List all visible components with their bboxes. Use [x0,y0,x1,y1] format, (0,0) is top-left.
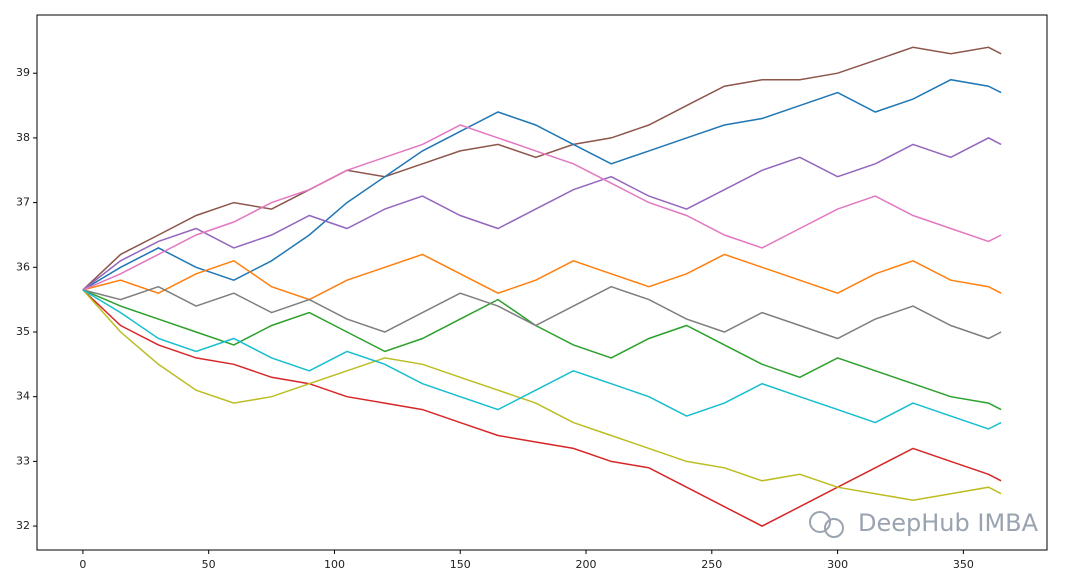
y-tick-label: 35 [16,325,30,338]
watermark-icon [824,518,844,538]
x-tick-label: 200 [576,558,597,571]
x-tick-label: 150 [450,558,471,571]
y-tick-label: 33 [16,454,30,467]
series-line [82,124,1002,291]
watermark-icon [809,511,831,533]
series-line [82,285,1002,340]
y-tick-label: 39 [16,66,30,79]
x-tick-label: 50 [202,558,216,571]
series-line [82,289,1002,527]
x-tick-label: 0 [79,558,86,571]
series-line [82,78,1002,291]
series-line [82,137,1002,291]
y-tick-label: 34 [16,390,30,403]
watermark-group: DeepHub IMBA [809,509,1039,538]
y-tick-label: 32 [16,519,30,532]
x-tick-label: 300 [827,558,848,571]
watermark: DeepHub IMBA [858,509,1039,537]
series-line [82,289,1002,430]
x-tick-label: 250 [701,558,722,571]
plot-area [82,46,1002,527]
series-line [82,289,1002,501]
y-tick-label: 36 [16,260,30,273]
x-tick-label: 100 [324,558,345,571]
axes-frame [36,14,1048,551]
series-line [82,46,1002,291]
y-tick-label: 38 [16,131,30,144]
series-line [82,253,1002,301]
x-tick-label: 350 [953,558,974,571]
y-tick-label: 37 [16,196,30,209]
